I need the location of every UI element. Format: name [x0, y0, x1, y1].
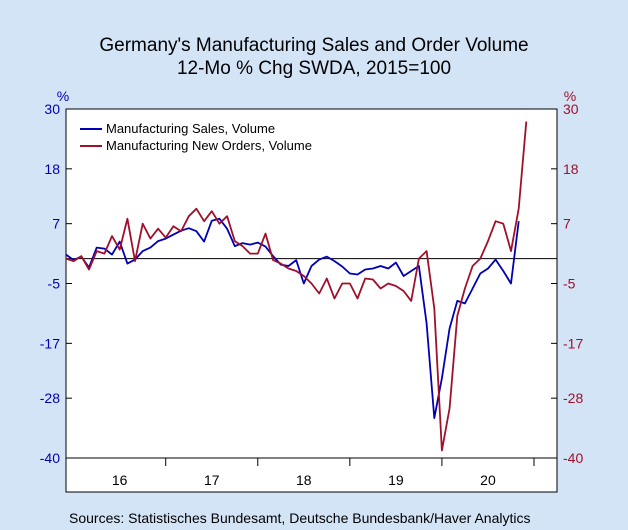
- left-y-tick-label: -40: [40, 450, 60, 466]
- chart-title: Germany's Manufacturing Sales and Order …: [99, 35, 528, 56]
- left-y-tick-label: -17: [40, 335, 60, 351]
- left-y-tick-label: 18: [44, 161, 60, 177]
- right-y-tick-label: -5: [563, 276, 576, 292]
- x-year-label: 16: [112, 472, 128, 488]
- series-lines: [65, 121, 528, 452]
- chart-subtitle: 12-Mo % Chg SWDA, 2015=100: [177, 58, 451, 79]
- legend: Manufacturing Sales, Volume Manufacturin…: [80, 121, 312, 153]
- right-y-axis: 30 18 7 -5 -17 -28 -40: [551, 101, 583, 466]
- right-y-tick-label: 30: [563, 101, 579, 117]
- right-y-tick-label: 18: [563, 161, 579, 177]
- x-year-label: 17: [204, 472, 220, 488]
- right-axis-unit: %: [564, 88, 576, 104]
- left-y-tick-label: -28: [40, 390, 60, 406]
- right-y-tick-label: -28: [563, 390, 583, 406]
- right-y-tick-label: 7: [563, 216, 571, 232]
- right-y-tick-label: -40: [563, 450, 583, 466]
- legend-label-orders: Manufacturing New Orders, Volume: [106, 138, 312, 153]
- left-axis-unit: %: [57, 88, 69, 104]
- left-y-tick-label: -5: [48, 276, 61, 292]
- left-y-tick-label: 30: [44, 101, 60, 117]
- source-note: Sources: Statistisches Bundesamt, Deutsc…: [69, 510, 530, 526]
- right-y-tick-label: -17: [563, 335, 583, 351]
- x-year-label: 18: [296, 472, 312, 488]
- legend-label-sales: Manufacturing Sales, Volume: [106, 121, 275, 136]
- series-line-sales: [65, 217, 520, 420]
- x-year-label: 20: [480, 472, 496, 488]
- x-axis: 16 17 18 19 20: [112, 458, 535, 488]
- x-axis-band: [65, 457, 558, 493]
- left-y-tick-label: 7: [52, 216, 60, 232]
- series-line-orders: [65, 121, 528, 452]
- x-year-label: 19: [388, 472, 404, 488]
